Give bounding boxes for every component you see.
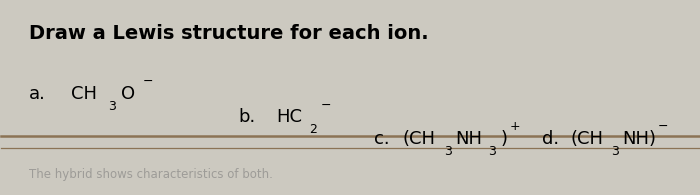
Text: (CH: (CH [570,130,603,148]
Text: +: + [510,120,520,133]
Text: Draw a Lewis structure for each ion.: Draw a Lewis structure for each ion. [29,24,428,43]
Text: 3: 3 [444,145,452,158]
Text: NH): NH) [622,130,656,148]
Text: O: O [121,85,135,103]
Text: −: − [657,120,668,133]
Text: NH: NH [455,130,482,148]
Text: −: − [321,99,331,112]
Text: ): ) [500,130,508,148]
Text: (CH: (CH [402,130,435,148]
Text: The hybrid shows characteristics of both.: The hybrid shows characteristics of both… [29,168,272,181]
Text: −: − [143,74,153,88]
Text: HC: HC [276,108,302,126]
Text: 2: 2 [309,123,316,136]
Text: CH: CH [71,85,97,103]
Text: 3: 3 [489,145,496,158]
Text: 3: 3 [610,145,619,158]
Text: d.: d. [542,130,559,148]
Text: c.: c. [374,130,390,148]
Text: a.: a. [29,85,46,103]
Text: b.: b. [238,108,256,126]
Text: 3: 3 [108,100,116,113]
